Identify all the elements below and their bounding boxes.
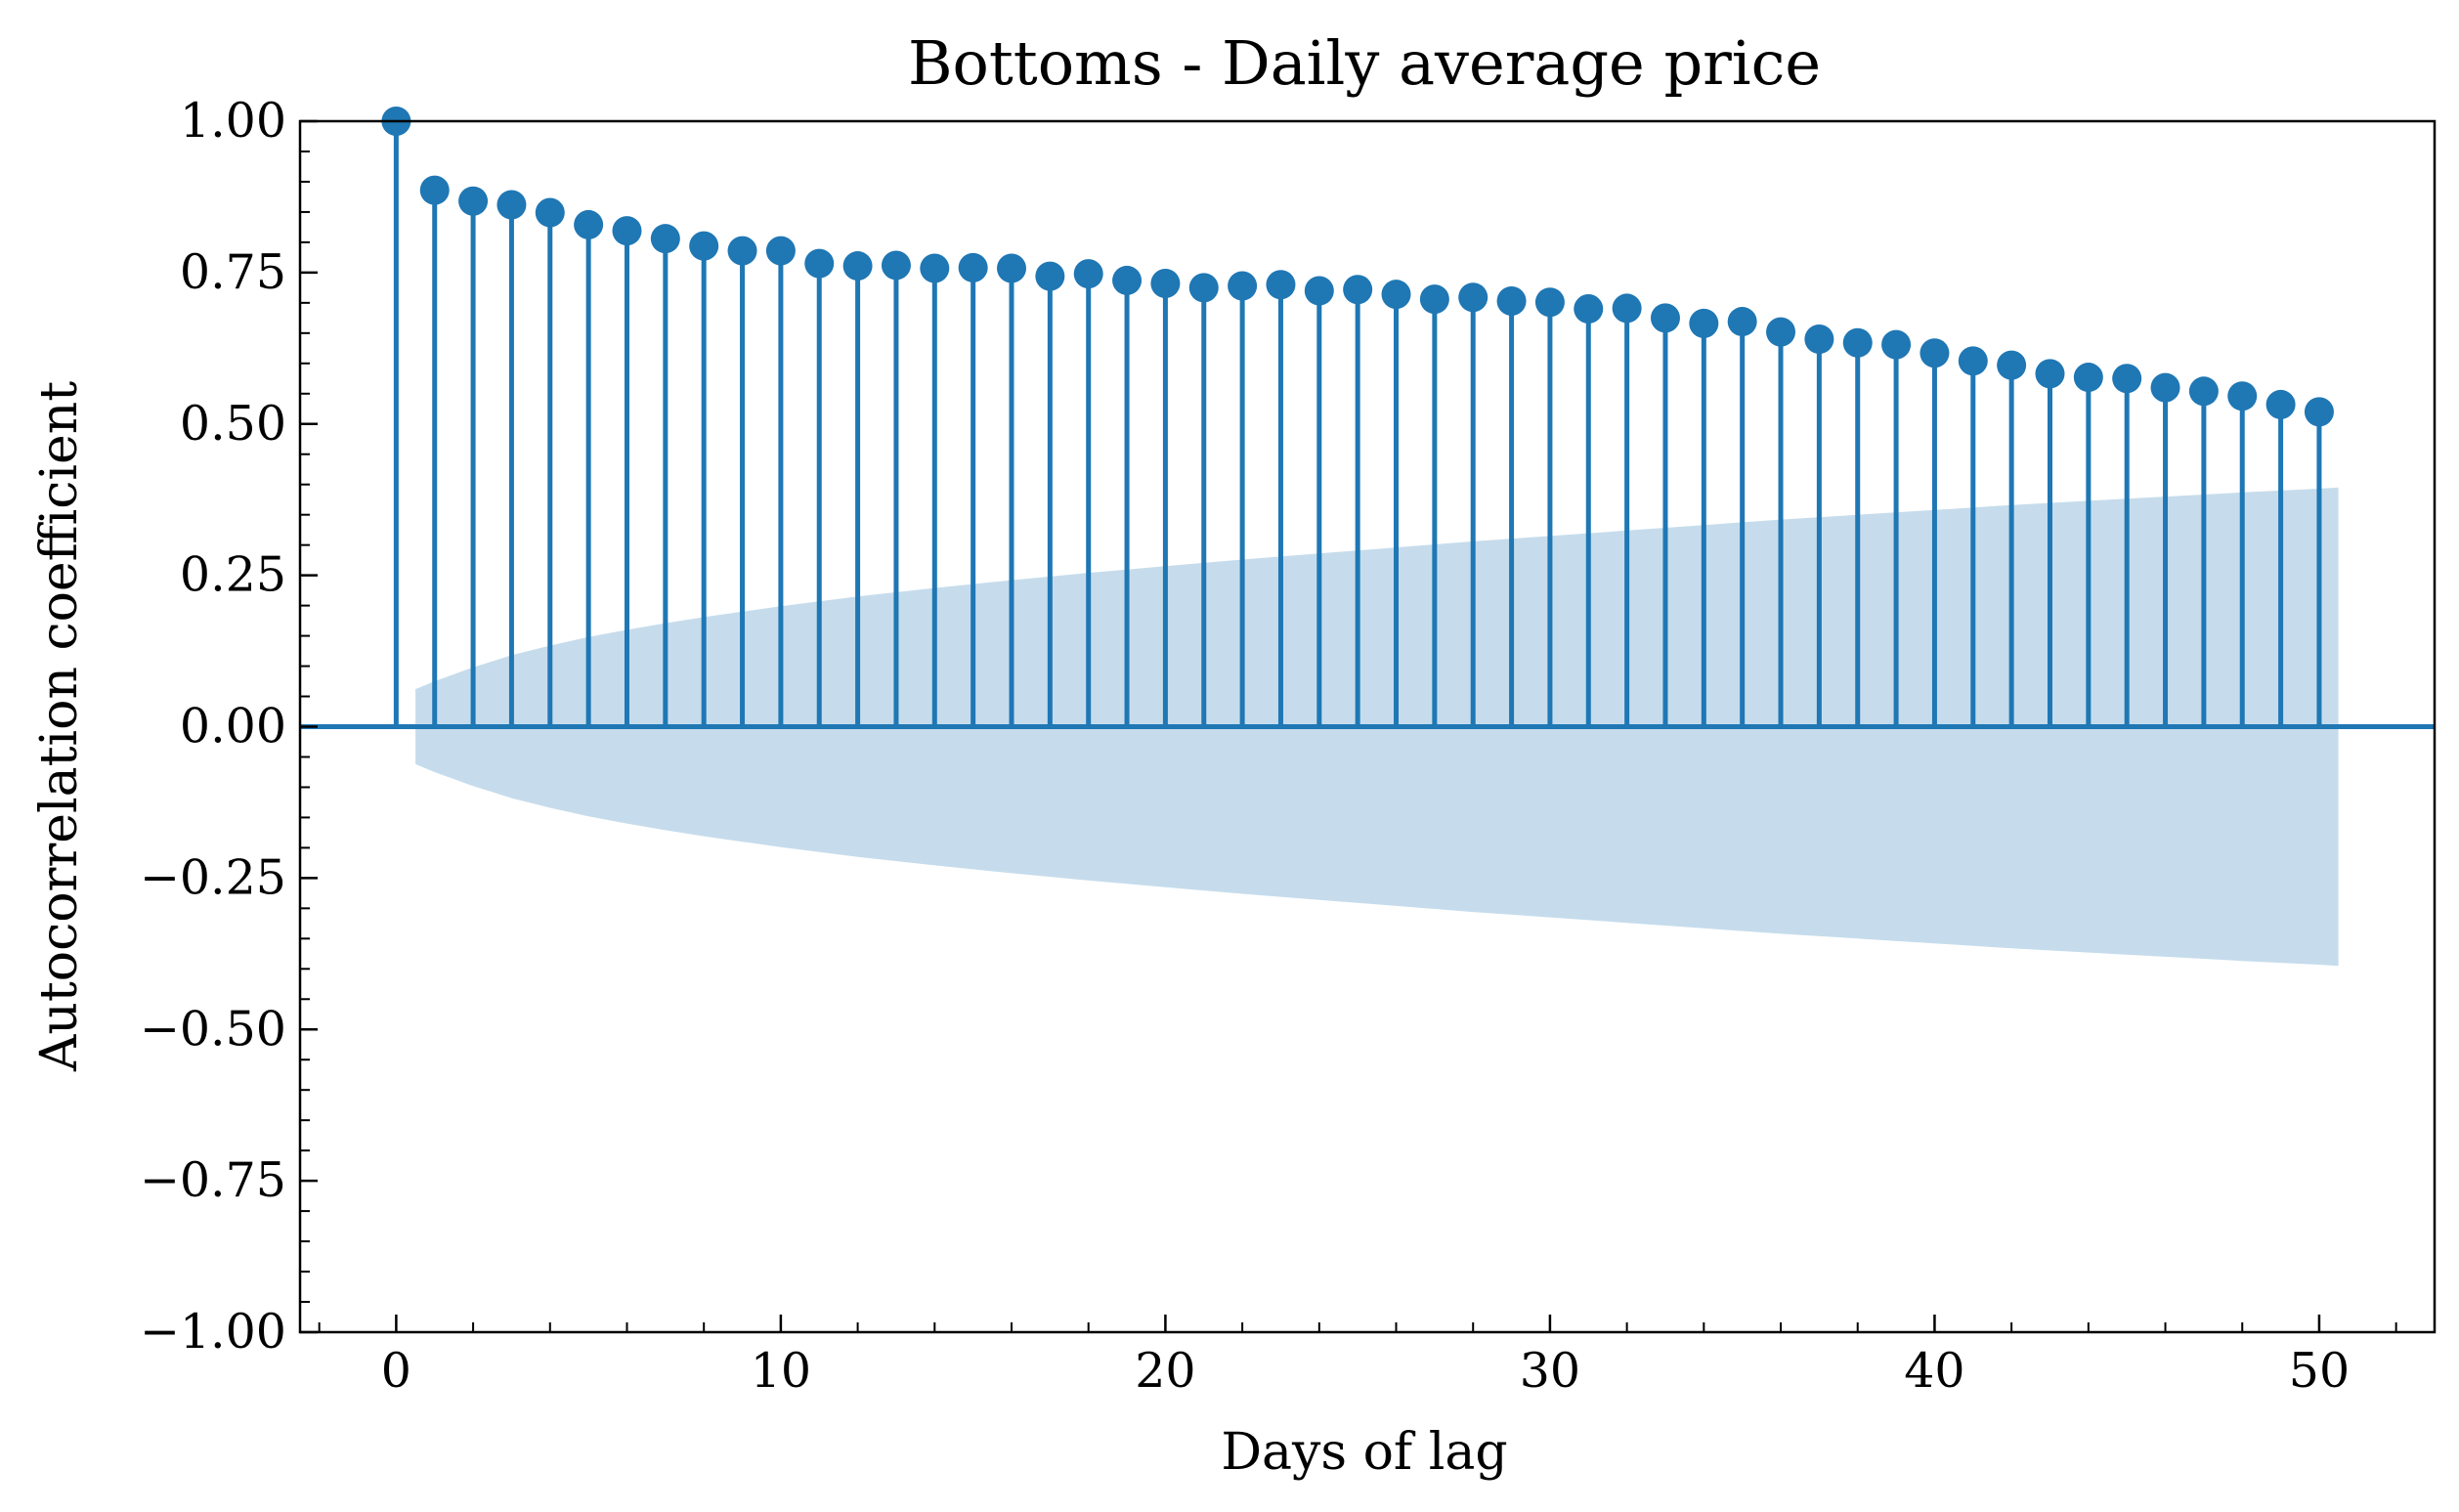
stem-marker-lag-40 — [1920, 338, 1950, 368]
stem-marker-lag-4 — [535, 197, 565, 228]
stem-marker-lag-13 — [881, 250, 911, 281]
x-tick-label: 30 — [1520, 1343, 1580, 1399]
stem-marker-lag-50 — [2304, 397, 2334, 427]
stem-marker-lag-26 — [1381, 280, 1411, 310]
stem-marker-lag-45 — [2112, 364, 2142, 394]
y-tick-label: −0.50 — [140, 1001, 286, 1057]
stem-marker-lag-3 — [496, 190, 527, 220]
stem-marker-lag-16 — [997, 253, 1026, 283]
chart-title: Bottoms - Daily average price — [908, 27, 1821, 99]
stem-marker-lag-7 — [650, 224, 680, 254]
stem-marker-lag-25 — [1343, 275, 1373, 305]
stem-marker-lag-41 — [1958, 346, 1988, 376]
y-tick-label: −0.75 — [140, 1152, 286, 1208]
stem-marker-lag-17 — [1035, 261, 1065, 291]
stem-marker-lag-42 — [1997, 350, 2027, 380]
y-axis-title: Autocorrelation coefficient — [30, 381, 89, 1072]
x-tick-label: 20 — [1135, 1343, 1195, 1399]
stem-marker-lag-32 — [1612, 293, 1642, 324]
x-tick-label: 50 — [2289, 1343, 2350, 1399]
stem-marker-lag-48 — [2227, 381, 2258, 411]
stem-marker-lag-21 — [1188, 273, 1219, 303]
x-tick-label: 40 — [1904, 1343, 1964, 1399]
x-tick-label: 0 — [381, 1343, 411, 1399]
stem-marker-lag-2 — [458, 186, 489, 216]
stem-marker-lag-18 — [1073, 259, 1103, 289]
stem-marker-lag-9 — [727, 236, 757, 266]
stem-marker-lag-10 — [765, 236, 796, 266]
y-tick-label: −1.00 — [140, 1304, 286, 1360]
stem-marker-lag-38 — [1842, 327, 1873, 358]
stem-marker-lag-47 — [2188, 376, 2219, 407]
stem-marker-lag-1 — [419, 175, 450, 205]
y-tick-label: −0.25 — [140, 849, 286, 905]
y-tick-label: 1.00 — [180, 93, 286, 149]
stem-marker-lag-46 — [2150, 372, 2180, 403]
y-tick-label: 0.25 — [180, 547, 286, 603]
stem-marker-lag-6 — [612, 216, 642, 246]
x-axis-title: Days of lag — [1221, 1423, 1507, 1482]
stem-marker-lag-44 — [2073, 363, 2103, 393]
y-tick-label: 0.50 — [180, 396, 286, 452]
plot-area: −1.00 −0.75 −0.50 −0.25 0.00 0.25 0.50 0.75 1.00… — [140, 93, 2437, 1399]
y-tick-label: 0.75 — [180, 244, 286, 300]
y-tick-label: 0.00 — [180, 699, 286, 755]
stem-marker-lag-29 — [1496, 285, 1527, 316]
stem-marker-lag-34 — [1689, 308, 1719, 338]
stem-marker-lag-39 — [1881, 329, 1912, 360]
stem-marker-lag-27 — [1419, 284, 1449, 315]
stem-marker-lag-35 — [1727, 307, 1757, 337]
stem-marker-lag-33 — [1650, 303, 1680, 333]
stem-marker-lag-14 — [920, 253, 950, 283]
stem-marker-lag-8 — [689, 231, 719, 261]
stem-marker-lag-20 — [1150, 269, 1181, 299]
stem-marker-lag-30 — [1534, 287, 1565, 318]
stem-marker-lag-37 — [1804, 324, 1834, 355]
stem-marker-lag-31 — [1574, 294, 1604, 324]
stem-marker-lag-22 — [1228, 271, 1258, 301]
stem-marker-lag-24 — [1304, 276, 1334, 306]
stem-marker-lag-23 — [1266, 270, 1296, 300]
stem-marker-lag-49 — [2265, 389, 2296, 419]
stem-marker-lag-5 — [574, 209, 604, 239]
stem-marker-lag-36 — [1766, 317, 1796, 347]
stem-marker-lag-15 — [958, 252, 988, 282]
stem-marker-lag-11 — [804, 248, 835, 279]
stem-marker-lag-28 — [1458, 282, 1488, 313]
stem-marker-lag-19 — [1112, 265, 1143, 295]
x-tick-label: 10 — [751, 1343, 811, 1399]
stem-marker-lag-43 — [2035, 359, 2065, 389]
stem-marker-lag-12 — [842, 251, 873, 281]
